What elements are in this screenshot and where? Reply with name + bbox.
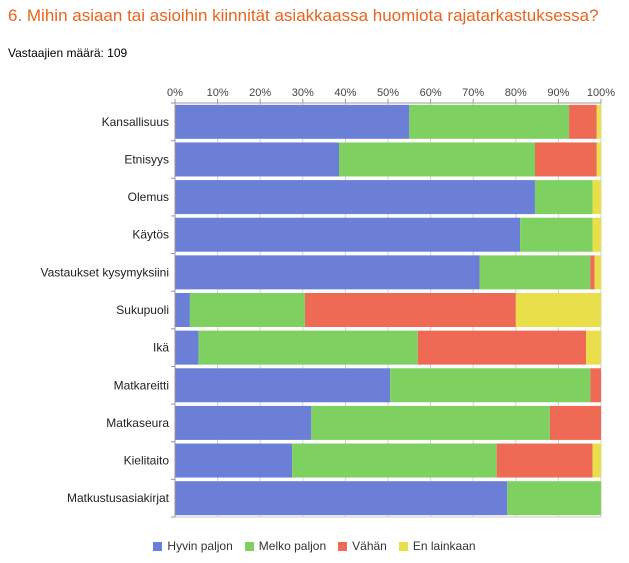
bar-segment bbox=[292, 443, 497, 478]
category-label: Olemus bbox=[128, 190, 169, 204]
x-tick-label: 60% bbox=[420, 87, 442, 99]
legend-swatch bbox=[153, 541, 163, 551]
bar-segment bbox=[175, 368, 391, 403]
chart-legend: Hyvin paljon Melko paljon Vähän En lainkaan bbox=[0, 539, 629, 553]
legend-item: Vähän bbox=[338, 539, 387, 553]
category-label: Kansallisuus bbox=[102, 115, 169, 129]
bar-segment bbox=[304, 293, 516, 327]
legend-label: Vähän bbox=[352, 539, 387, 553]
x-tick-label: 90% bbox=[547, 87, 569, 99]
bar-segment bbox=[175, 104, 410, 139]
x-tick-label: 20% bbox=[249, 87, 271, 99]
x-tick-label: 80% bbox=[505, 87, 527, 99]
bar-segment bbox=[390, 368, 591, 403]
bar-segment bbox=[534, 180, 593, 215]
category-label: Ikä bbox=[153, 341, 169, 355]
legend-item: Hyvin paljon bbox=[153, 539, 233, 553]
bar-segment bbox=[594, 255, 601, 290]
legend-item: Melko paljon bbox=[244, 539, 327, 553]
legend-label: Hyvin paljon bbox=[167, 539, 233, 553]
bar-segment bbox=[189, 293, 305, 327]
bar-segment bbox=[175, 142, 340, 177]
category-label: Käytös bbox=[132, 228, 169, 242]
respondent-count: Vastaajien määrä: 109 bbox=[8, 46, 128, 60]
bar-segment bbox=[339, 142, 535, 177]
legend-swatch bbox=[338, 541, 348, 551]
bar-segment bbox=[175, 330, 199, 365]
bar-segment bbox=[586, 330, 601, 365]
bar-segment bbox=[507, 481, 601, 516]
bar-segment bbox=[592, 217, 601, 252]
bar-segment bbox=[590, 368, 601, 403]
legend-label: Melko paljon bbox=[258, 539, 327, 553]
bar-segment bbox=[596, 142, 601, 177]
bar-segment bbox=[175, 255, 480, 290]
bar-segment bbox=[496, 443, 593, 478]
x-tick-label: 50% bbox=[377, 87, 399, 99]
bar-segment bbox=[592, 180, 601, 215]
bar-segment bbox=[175, 405, 312, 440]
bar-segment bbox=[198, 330, 418, 365]
bar-segment bbox=[175, 443, 293, 478]
x-tick-label: 70% bbox=[462, 87, 484, 99]
category-label: Matkaseura bbox=[106, 416, 169, 430]
category-label: Etnisyys bbox=[124, 152, 169, 166]
legend-swatch bbox=[398, 541, 408, 551]
category-label: Vastaukset kysymyksiini bbox=[41, 265, 169, 279]
bar-segment bbox=[596, 104, 601, 139]
x-tick-label: 10% bbox=[207, 87, 229, 99]
bar-segment bbox=[534, 142, 597, 177]
x-tick-label: 30% bbox=[292, 87, 314, 99]
bar-segment bbox=[175, 180, 535, 215]
bar-segment bbox=[549, 405, 601, 440]
page-title: 6. Mihin asiaan tai asioihin kiinnität a… bbox=[8, 6, 599, 25]
bar-segment bbox=[520, 217, 593, 252]
legend-item: En lainkaan bbox=[398, 539, 476, 553]
bar-segment bbox=[175, 293, 190, 327]
x-tick-label: 0% bbox=[167, 87, 183, 99]
bar-segment bbox=[479, 255, 591, 290]
legend-swatch bbox=[244, 541, 254, 551]
category-label: Matkareitti bbox=[114, 378, 169, 392]
bar-segment bbox=[311, 405, 550, 440]
bar-segment bbox=[175, 481, 508, 516]
bar-segment bbox=[592, 443, 601, 478]
category-label: Sukupuoli bbox=[116, 303, 169, 317]
bar-segment bbox=[569, 104, 597, 139]
category-label: Kielitaito bbox=[124, 454, 170, 468]
x-tick-label: 40% bbox=[334, 87, 356, 99]
category-label: Matkustusasiakirjat bbox=[67, 491, 170, 505]
legend-label: En lainkaan bbox=[412, 539, 476, 553]
bar-segment bbox=[409, 104, 570, 139]
x-tick-label: 100% bbox=[587, 87, 615, 99]
bar-segment bbox=[417, 330, 587, 365]
bar-segment bbox=[590, 255, 595, 290]
bar-segment bbox=[175, 217, 521, 252]
bar-segment bbox=[515, 293, 601, 327]
